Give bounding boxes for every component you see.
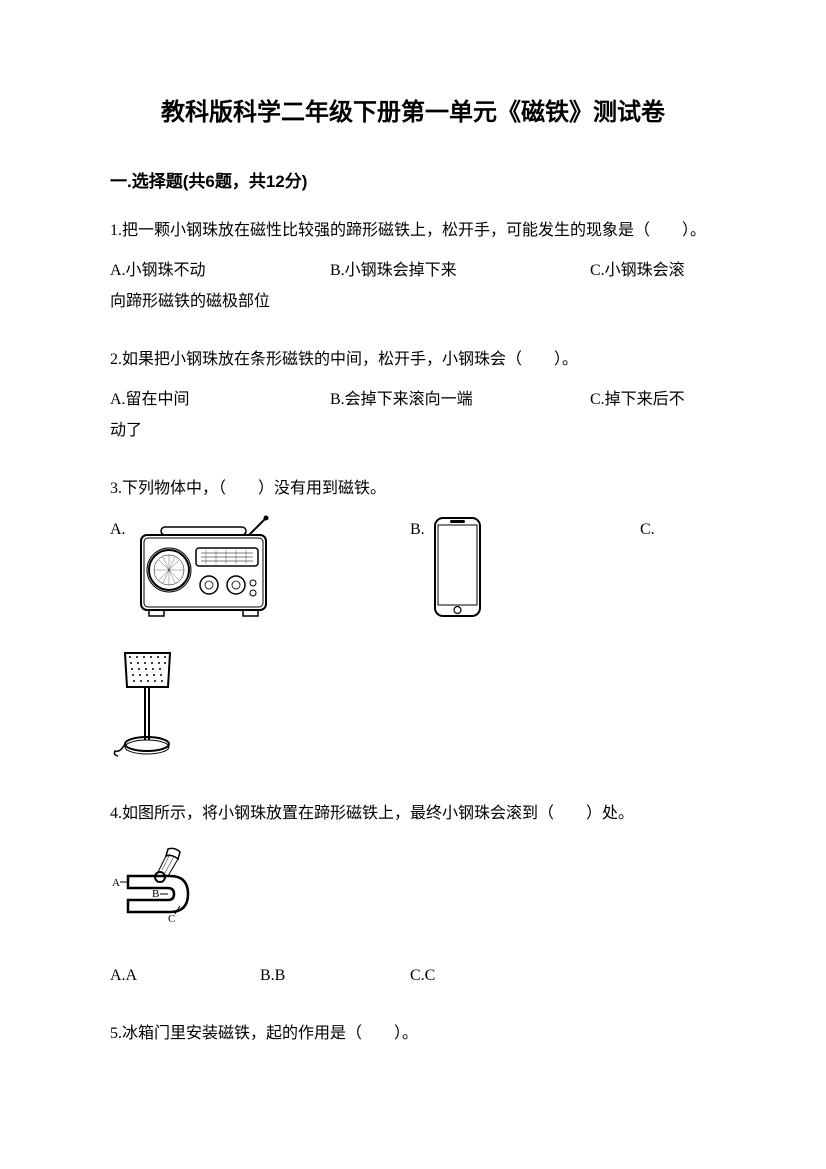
q3-optA: A. [110,515,410,625]
question-3: 3.下列物体中，（ ）没有用到磁铁。 A. [110,474,716,771]
q1-continuation: 向蹄形磁铁的磁极部位 [110,287,716,317]
svg-text:C: C [168,913,175,925]
q2-optB: B.会掉下来滚向一端 [330,385,590,415]
q2-continuation: 动了 [110,416,716,446]
lamp-icon [110,645,185,760]
radio-icon [131,515,276,625]
q2-text: 2.如果把小钢珠放在条形磁铁的中间，松开手，小钢珠会（ ）。 [110,345,716,375]
phone-icon [430,515,485,620]
q1-options: A.小钢珠不动 B.小钢珠会掉下来 C.小钢珠会滚 [110,256,716,286]
q3-optC-label: C. [640,521,655,538]
q4-optB: B.B [260,961,410,991]
q4-image: A B C [110,844,716,940]
q3-optA-label: A. [110,515,126,545]
exam-title: 教科版科学二年级下册第一单元《磁铁》测试卷 [110,90,716,136]
q4-optC: C.C [410,961,560,991]
q3-text: 3.下列物体中，（ ）没有用到磁铁。 [110,474,716,504]
q3-optB: B. [410,515,640,620]
q5-text: 5.冰箱门里安装磁铁，起的作用是（ ）。 [110,1019,716,1049]
q4-options: A.A B.B C.C [110,961,716,991]
q1-text: 1.把一颗小钢珠放在磁性比较强的蹄形磁铁上，松开手，可能发生的现象是（ ）。 [110,216,716,246]
q2-optA: A.留在中间 [110,385,330,415]
question-5: 5.冰箱门里安装磁铁，起的作用是（ ）。 [110,1019,716,1049]
question-2: 2.如果把小钢珠放在条形磁铁的中间，松开手，小钢珠会（ ）。 A.留在中间 B.… [110,345,716,446]
q3-optC: C. [640,515,660,545]
q4-text: 4.如图所示，将小钢珠放置在蹄形磁铁上，最终小钢珠会滚到（ ）处。 [110,799,716,829]
q3-optC-image [110,645,716,771]
q2-options: A.留在中间 B.会掉下来滚向一端 C.掉下来后不 [110,385,716,415]
q1-optC: C.小钢珠会滚 [590,256,716,286]
q3-optB-label: B. [410,515,425,545]
q1-optA: A.小钢珠不动 [110,256,330,286]
svg-text:A: A [112,877,120,889]
horseshoe-magnet-icon: A B C [110,844,205,929]
section-header: 一.选择题(共6题，共12分) [110,166,716,198]
svg-text:B: B [152,888,159,900]
question-4: 4.如图所示，将小钢珠放置在蹄形磁铁上，最终小钢珠会滚到（ ）处。 A B C … [110,799,716,991]
q2-optC: C.掉下来后不 [590,385,716,415]
q1-optB: B.小钢珠会掉下来 [330,256,590,286]
q4-optA: A.A [110,961,260,991]
q3-options: A. [110,515,716,635]
question-1: 1.把一颗小钢珠放在磁性比较强的蹄形磁铁上，松开手，可能发生的现象是（ ）。 A… [110,216,716,317]
